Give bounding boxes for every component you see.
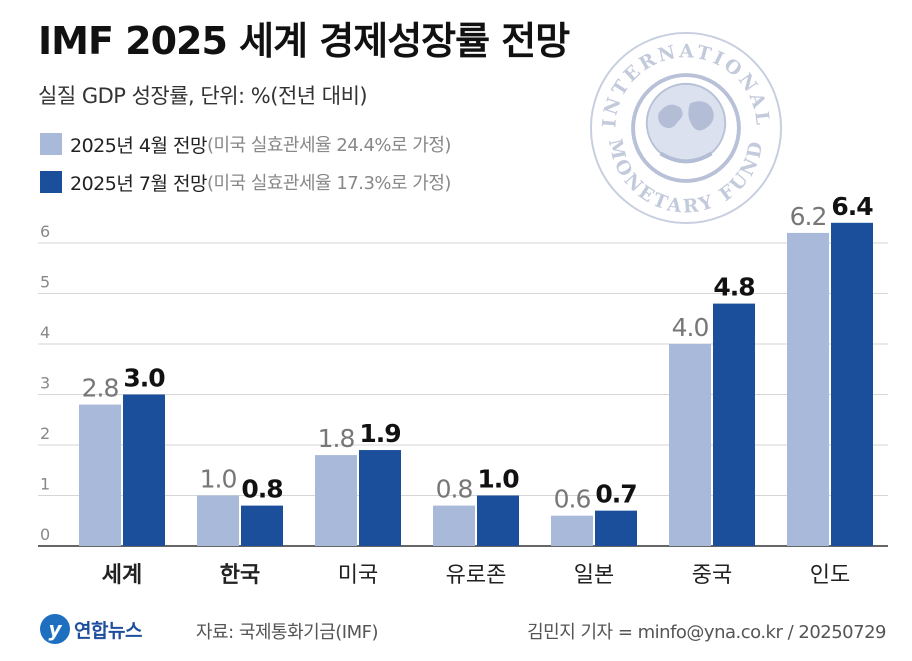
legend-note-july: (미국 실효관세율 17.3%로 가정) xyxy=(206,173,452,194)
yonhap-logo-icon: y xyxy=(40,614,70,644)
source-text: 자료: 국제통화기금(IMF) xyxy=(196,622,379,643)
credit-text: 김민지 기자 = minfo@yna.co.kr / 20250729 xyxy=(527,622,886,643)
data-label-april: 2.8 xyxy=(82,374,119,403)
data-label-july: 3.0 xyxy=(123,364,165,393)
legend-label-april: 2025년 4월 전망 xyxy=(70,134,207,157)
bar-july-4 xyxy=(595,510,637,546)
x-category-label: 한국 xyxy=(220,563,260,588)
bar-july-3 xyxy=(477,495,519,546)
bar-april-4 xyxy=(551,515,593,546)
legend-item-july: 2025년 7월 전망 (미국 실효관세율 17.3%로 가정) xyxy=(40,168,451,196)
legend-label-july: 2025년 7월 전망 xyxy=(70,172,207,195)
legend-item-april: 2025년 4월 전망 (미국 실효관세율 24.4%로 가정) xyxy=(40,130,451,158)
y-tick-label: 0 xyxy=(40,525,50,544)
chart-title: IMF 2025 세계 경제성장률 전망 xyxy=(38,19,570,63)
legend-note-april: (미국 실효관세율 24.4%로 가정) xyxy=(206,135,452,156)
bar-july-6 xyxy=(831,222,873,547)
bar-july-0 xyxy=(123,394,165,546)
data-label-april: 4.0 xyxy=(672,313,709,342)
data-label-april: 0.8 xyxy=(436,475,473,504)
x-category-label: 일본 xyxy=(574,563,614,588)
data-label-july: 6.4 xyxy=(831,192,873,221)
chart-subtitle: 실질 GDP 성장률, 단위: %(전년 대비) xyxy=(38,84,368,108)
bar-april-0 xyxy=(79,404,121,546)
data-label-july: 4.8 xyxy=(713,273,754,302)
y-tick-label: 4 xyxy=(40,323,50,342)
x-category-label: 인도 xyxy=(810,563,850,588)
bar-april-3 xyxy=(433,505,475,546)
data-label-april: 1.8 xyxy=(318,424,355,453)
yonhap-logo: y 연합뉴스 xyxy=(40,614,142,644)
data-label-april: 0.6 xyxy=(554,485,591,514)
y-tick-label: 5 xyxy=(40,273,50,292)
data-label-july: 1.0 xyxy=(477,465,519,494)
x-category-label: 유로존 xyxy=(446,563,507,588)
y-tick-label: 6 xyxy=(40,222,50,241)
bar-april-5 xyxy=(669,344,711,546)
data-label-july: 0.8 xyxy=(241,475,282,504)
y-tick-label: 2 xyxy=(40,424,50,443)
data-label-july: 1.9 xyxy=(359,419,400,448)
imf-seal-logo: INTERNATIONAL MONETARY FUND xyxy=(589,31,783,225)
y-tick-label: 3 xyxy=(40,374,50,393)
bar-july-5 xyxy=(713,303,755,546)
bar-july-1 xyxy=(241,505,283,546)
legend-swatch-april xyxy=(40,133,62,155)
legend-swatch-july xyxy=(40,171,62,193)
bar-april-1 xyxy=(197,495,239,546)
data-label-july: 0.7 xyxy=(595,480,636,509)
x-category-label: 미국 xyxy=(338,563,378,588)
data-label-april: 6.2 xyxy=(790,202,827,231)
bar-april-6 xyxy=(787,232,829,546)
yonhap-logo-text: 연합뉴스 xyxy=(74,619,142,642)
data-label-april: 1.0 xyxy=(200,465,237,494)
x-category-label: 세계 xyxy=(102,563,142,588)
bar-april-2 xyxy=(315,455,357,546)
bar-july-2 xyxy=(359,450,401,546)
y-tick-label: 1 xyxy=(40,475,50,494)
x-category-label: 중국 xyxy=(692,563,732,588)
